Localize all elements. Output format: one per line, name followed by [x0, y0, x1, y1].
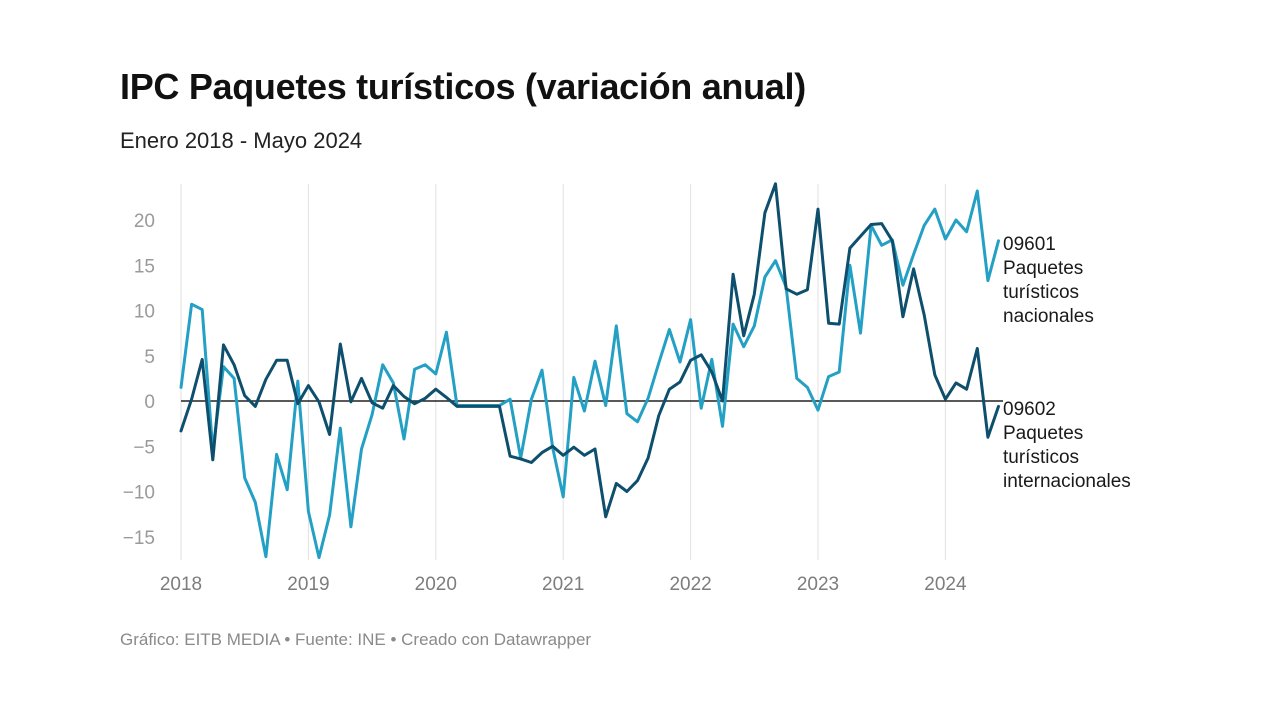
x-tick-label-2022: 2022: [669, 574, 711, 595]
x-tick-label-2018: 2018: [160, 574, 202, 595]
y-tick-label: 15: [134, 256, 155, 277]
x-axis: 2018 2019 2020 2021 2022 2023 2024: [160, 574, 967, 595]
y-tick-label: −15: [123, 528, 155, 549]
series-label-internacionales: 09602 Paquetes turísticos internacionales: [1003, 399, 1131, 492]
y-tick-label: −5: [133, 437, 155, 458]
x-tick-label-2021: 2021: [542, 574, 584, 595]
x-tick-label-2019: 2019: [287, 574, 329, 595]
y-tick-label: 0: [144, 392, 155, 413]
y-tick-label: 20: [134, 211, 155, 232]
y-tick-label: 5: [144, 347, 155, 368]
series-line-nacionales: [179, 189, 1000, 560]
series-layer: [179, 182, 1000, 560]
y-axis: 20 15 10 5 0 −5 −10 −15: [123, 211, 155, 549]
series-line-internacionales: [179, 182, 1000, 519]
y-tick-label: −10: [123, 483, 155, 504]
x-tick-label-2023: 2023: [797, 574, 839, 595]
x-tick-label-2024: 2024: [924, 574, 967, 595]
chart-title: IPC Paquetes turísticos (variación anual…: [120, 66, 806, 107]
y-tick-label: 10: [134, 302, 155, 323]
x-tick-label-2020: 2020: [415, 574, 457, 595]
chart-subtitle: Enero 2018 - Mayo 2024: [120, 128, 363, 153]
series-label-nacionales: 09601 Paquetes turísticos nacionales: [1003, 234, 1094, 327]
chart-footer-source: Gráfico: EITB MEDIA • Fuente: INE • Crea…: [120, 630, 592, 649]
series-labels: 09601 Paquetes turísticos nacionales 09602 Pa…: [1003, 234, 1131, 492]
